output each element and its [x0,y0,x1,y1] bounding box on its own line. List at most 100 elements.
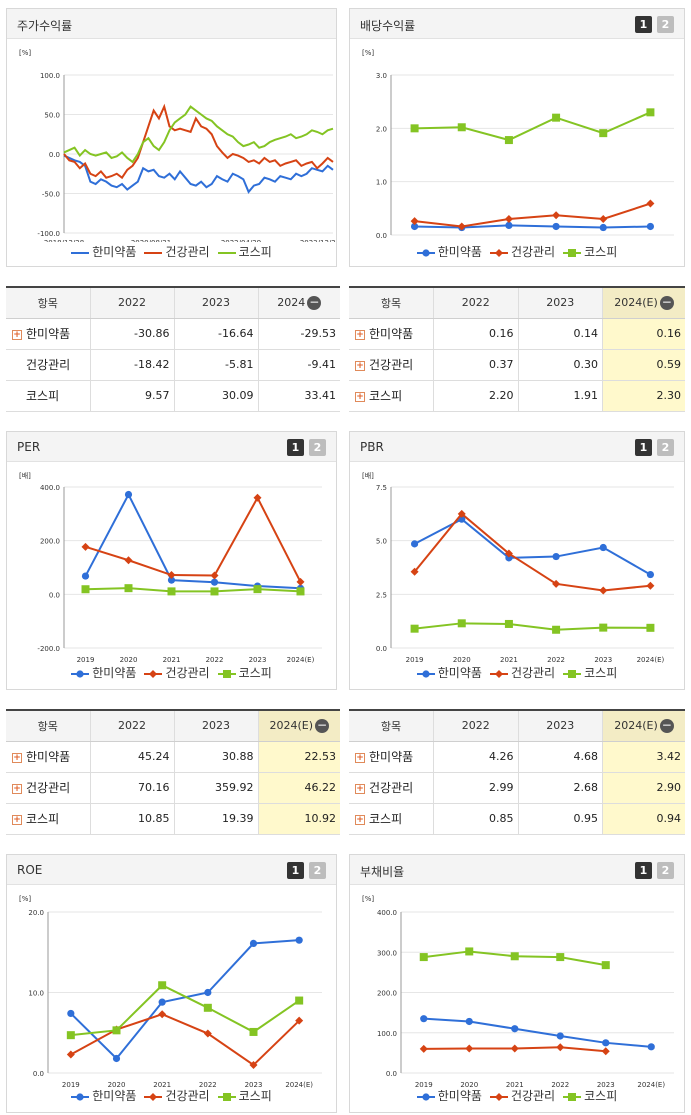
legend-label: 코스피 [238,1089,272,1103]
table-cell: -9.41 [257,349,340,381]
table-cell: 3.42 [602,741,685,773]
y-tick-label: 0.0 [386,1070,397,1078]
legend-item[interactable]: 코스피 [217,664,272,681]
data-point [552,222,560,231]
legend-item[interactable]: 건강관리 [144,1087,210,1104]
page-2-button[interactable]: 2 [657,862,674,879]
table-cell: 0.14 [517,318,603,350]
data-point [253,585,262,594]
legend-item[interactable]: 한미약품 [71,1087,136,1104]
data-point [204,988,212,997]
collapse-icon[interactable]: − [659,294,674,310]
table-header: 2022 [433,286,518,319]
table-row: + 건강관리 70.16 359.92 46.22 [6,772,340,804]
table-row: + 한미약품 4.26 4.68 3.42 [349,741,685,773]
legend-item[interactable]: 코스피 [563,664,617,681]
table-row: + 코스피 0.85 0.95 0.94 [349,803,685,835]
data-point [112,1026,121,1035]
data-point [66,1031,75,1040]
x-tick-label: 2019 [62,1081,80,1088]
data-point [210,587,219,596]
legend-symbol [563,669,582,678]
collapse-icon[interactable]: − [307,294,322,310]
table-cell: 30.88 [173,741,258,773]
legend-item[interactable]: 코스피 [563,243,617,260]
page-2-button[interactable]: 2 [657,439,674,456]
legend-item[interactable]: 건강관리 [144,243,210,260]
table-header: 2024(E) − [257,709,340,742]
legend-item[interactable]: 건강관리 [489,664,555,681]
page-2-button[interactable]: 2 [657,16,674,33]
page-2-button[interactable]: 2 [309,862,326,879]
expand-icon[interactable]: + [355,814,365,825]
data-point [203,1003,212,1012]
table-cell: 0.30 [517,349,603,381]
data-point [167,571,176,580]
data-point [601,1047,610,1056]
legend-label: 한미약품 [437,1089,482,1103]
table-row: + 건강관리 2.99 2.68 2.90 [349,772,685,804]
legend-item[interactable]: 코스피 [217,243,272,260]
page-1-button[interactable]: 1 [287,439,304,456]
data-point [599,623,608,632]
data-point [296,587,305,596]
expand-icon[interactable]: + [355,360,365,371]
data-point [646,581,655,590]
data-point [112,1054,121,1063]
legend-symbol [489,248,508,257]
data-point [647,1043,655,1051]
row-label: + 한미약품 [349,741,434,773]
row-label: + 코스피 [349,380,434,412]
expand-icon[interactable]: + [355,783,365,794]
legend-item[interactable]: 코스피 [563,1087,617,1104]
expand-icon[interactable]: + [355,391,365,402]
legend-item[interactable]: 건강관리 [144,664,210,681]
legend-item[interactable]: 한미약품 [71,664,136,681]
expand-icon[interactable]: + [12,814,22,825]
collapse-icon[interactable]: − [315,717,330,733]
y-tick-label: -200.0 [37,645,60,653]
expand-icon[interactable]: + [355,329,365,340]
legend-symbol [144,251,163,254]
y-tick-label: 200.0 [40,538,60,546]
page-1-button[interactable]: 1 [635,862,652,879]
table-cell: 0.85 [433,803,518,835]
x-tick-label: 2023 [245,1081,263,1088]
row-label: 건강관리 [6,349,90,381]
legend-item[interactable]: 한미약품 [71,243,136,260]
page-1-button[interactable]: 1 [635,439,652,456]
table-cell: 19.39 [173,803,258,835]
data-point [420,1015,428,1023]
collapse-icon[interactable]: − [659,717,674,733]
page-2-button[interactable]: 2 [309,439,326,456]
y-tick-label: 0.0 [33,1070,44,1078]
legend-item[interactable]: 한미약품 [416,243,482,260]
legend-symbol [563,248,582,257]
series-line [84,492,301,590]
legend-item[interactable]: 한미약품 [416,1087,482,1104]
page-1-button[interactable]: 1 [635,16,652,33]
table-row: + 코스피 2.20 1.91 2.30 [349,380,685,412]
legend-item[interactable]: 코스피 [217,1087,272,1104]
y-tick-label: 400.0 [40,484,60,492]
legend-item[interactable]: 한미약품 [416,664,482,681]
page-1-button[interactable]: 1 [287,862,304,879]
data-point [568,248,577,257]
table-cell: 0.95 [517,803,603,835]
legend-item[interactable]: 건강관리 [489,1087,555,1104]
data-point [66,1050,75,1059]
row-label: + 건강관리 [349,772,434,804]
table-cell: 33.41 [257,380,340,412]
expand-icon[interactable]: + [12,752,22,763]
expand-icon[interactable]: + [355,752,365,763]
expand-icon[interactable]: + [12,783,22,794]
debt-ratio-panel: 부채비율 1 2 [%] 400.0 300.0 200.0 100.0 0.0 2019 2… [349,854,685,1113]
legend-item[interactable]: 건강관리 [489,243,555,260]
table-cell: 46.22 [257,772,340,804]
row-label: + 한미약품 [6,741,90,773]
x-tick-label: 2024(E) [285,1081,313,1088]
y-tick-label: 50.0 [44,112,60,120]
table-cell: 10.92 [257,803,340,835]
x-tick-label: 2023 [597,1081,615,1088]
expand-icon[interactable]: + [12,329,22,340]
